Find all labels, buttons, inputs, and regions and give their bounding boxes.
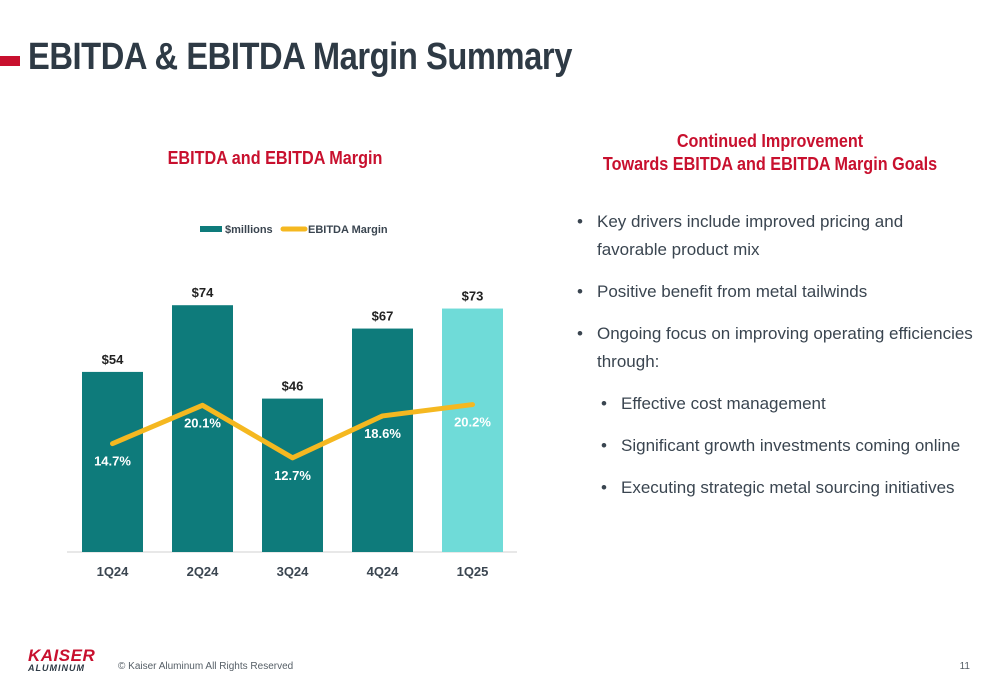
bar-value-label: $54	[102, 352, 124, 367]
bullet-dot: •	[601, 436, 607, 455]
key-drivers-list: • Key drivers include improved pricing a…	[575, 208, 975, 516]
bullet-dot: •	[577, 324, 583, 343]
bullet-item: • Ongoing focus on improving operating e…	[575, 320, 975, 376]
ebitda-margin-line	[110, 402, 475, 461]
bar-value-label: $74	[192, 285, 214, 300]
bullet-dot: •	[577, 212, 583, 231]
x-tick-label: 3Q24	[277, 564, 310, 579]
x-tick-label: 1Q25	[457, 564, 489, 579]
bullet-text: Key drivers include improved pricing and…	[597, 212, 904, 259]
sub-bullet-item: • Executing strategic metal sourcing ini…	[599, 474, 975, 502]
margin-data-label: 12.7%	[274, 468, 311, 483]
sub-bullet-item: • Significant growth investments coming …	[599, 432, 975, 460]
bar	[82, 371, 143, 552]
bullet-text: Positive benefit from metal tailwinds	[597, 282, 868, 301]
margin-data-label: 20.2%	[454, 415, 491, 430]
chart-title: EBITDA and EBITDA Margin	[167, 148, 383, 168]
right-title-line-2: Towards EBITDA and EBITDA Margin Goals	[602, 154, 938, 174]
right-title-line-1: Continued Improvement	[676, 131, 864, 151]
kaiser-logo: KAISER ALUMINUM	[28, 646, 96, 673]
bullet-dot: •	[577, 282, 583, 301]
bar-value-label: $67	[372, 309, 394, 324]
bar	[352, 328, 413, 552]
bar-value-label: $46	[282, 379, 304, 394]
bar-value-label: $73	[462, 289, 484, 304]
logo-text-aluminum: ALUMINUM	[28, 663, 85, 673]
bullet-text: Ongoing focus on improving operating eff…	[597, 324, 973, 371]
page-number: 11	[959, 661, 970, 672]
copyright-notice: © Kaiser Aluminum All Rights Reserved	[118, 661, 294, 672]
sub-bullet-text: Executing strategic metal sourcing initi…	[621, 478, 955, 497]
legend-swatch-millions	[200, 226, 222, 232]
legend-label-millions: $millions	[225, 224, 273, 236]
page-title: EBITDA & EBITDA Margin Summary	[28, 36, 572, 78]
x-tick-label: 2Q24	[187, 564, 220, 579]
right-panel-title: Continued Improvement Towards EBITDA and…	[595, 130, 946, 176]
bullet-dot: •	[601, 394, 607, 413]
logo-text-kaiser: KAISER	[28, 646, 96, 665]
title-accent-bar	[0, 56, 20, 66]
margin-data-label: 14.7%	[94, 454, 131, 469]
margin-data-label: 20.1%	[184, 415, 221, 430]
x-tick-label: 1Q24	[97, 564, 130, 579]
bar	[262, 398, 323, 552]
bullet-dot: •	[601, 478, 607, 497]
bullet-item: • Key drivers include improved pricing a…	[575, 208, 975, 264]
ebitda-chart: $54 1Q24 $74 2Q24 $46 3Q24 $67 4Q24 $73 1Q25 14.7%…	[67, 224, 517, 579]
legend-label-margin: EBITDA Margin	[308, 224, 388, 236]
sub-bullet-text: Significant growth investments coming on…	[621, 436, 961, 455]
sub-bullet-text: Effective cost management	[621, 394, 826, 413]
x-tick-label: 4Q24	[367, 564, 400, 579]
sub-bullet-item: • Effective cost management	[599, 390, 975, 418]
bar	[442, 308, 503, 552]
bar	[172, 305, 233, 552]
bullet-item: • Positive benefit from metal tailwinds	[575, 278, 975, 306]
margin-data-label: 18.6%	[364, 426, 401, 441]
